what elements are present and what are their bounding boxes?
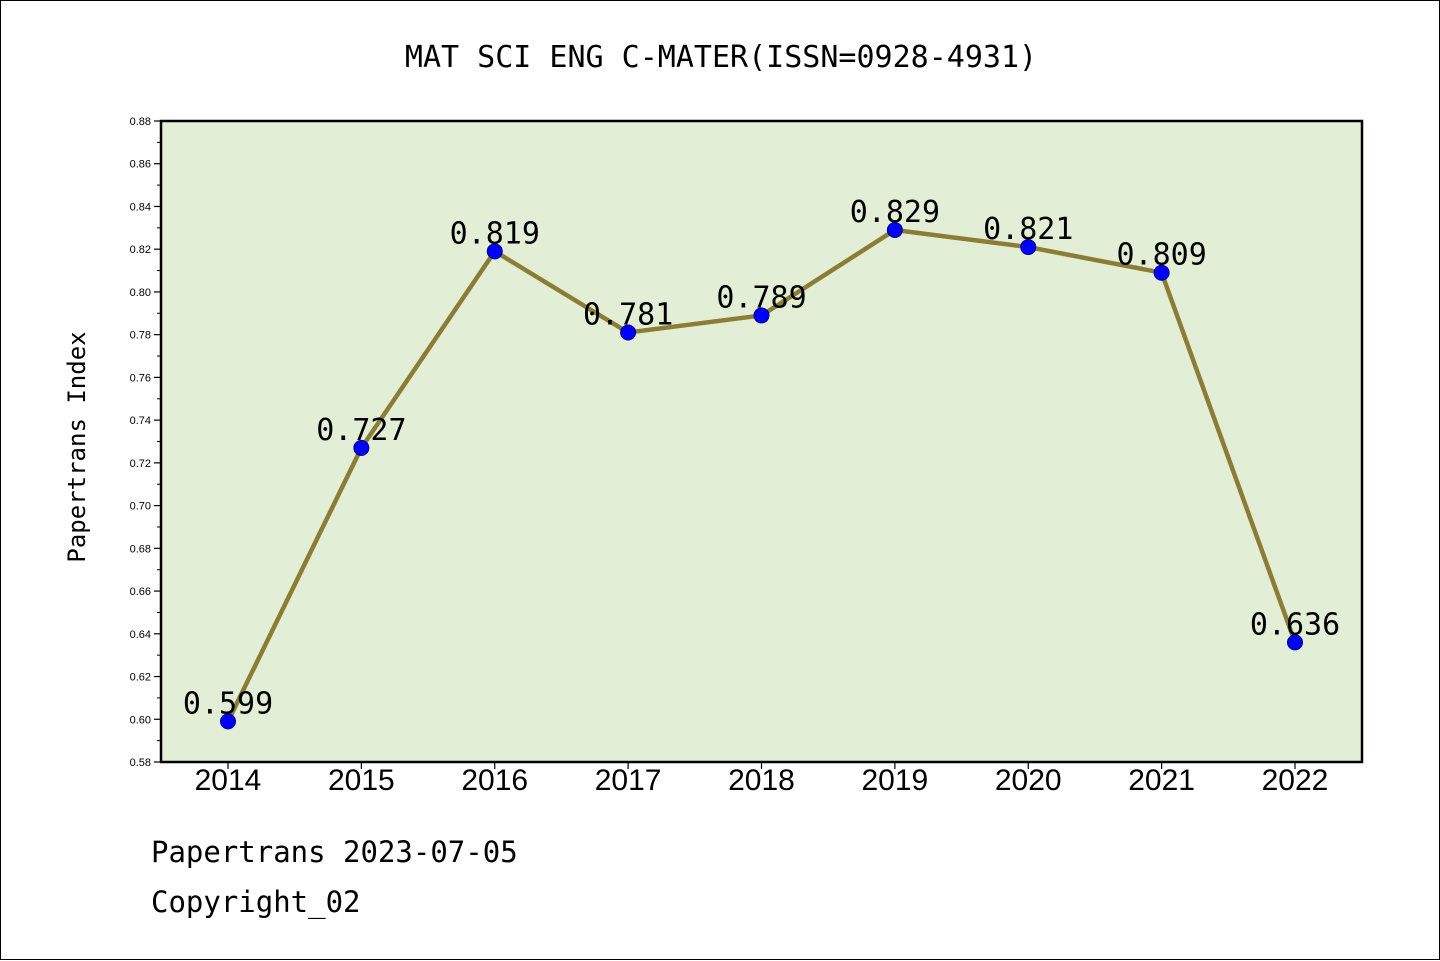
x-axis-ticks: 2014 2015 2016 2017 2018 2019 2020 2021 2022 (195, 762, 1329, 797)
chart-title: MAT SCI ENG C-MATER(ISSN=0928-4931) (405, 40, 1037, 75)
data-label: 0.781 (583, 298, 673, 333)
data-point (1287, 634, 1303, 651)
data-labels: 0.599 0.727 0.819 0.781 0.789 0.829 0.821 0.809… (183, 195, 1340, 721)
footer-copyright: Copyright_02 (151, 885, 361, 919)
y-axis-ticks: 0.58 0.60 0.62 0.64 0.66 0.68 0.70 0.72 0.74 0.76… (130, 116, 161, 769)
y-tick-label: 0.80 (130, 287, 151, 299)
y-tick-label: 0.78 (130, 330, 151, 342)
y-tick-label: 0.64 (130, 629, 151, 641)
x-tick-label: 2019 (862, 764, 929, 797)
y-tick-label: 0.66 (130, 586, 151, 598)
y-tick-label: 0.72 (130, 458, 151, 470)
x-tick-label: 2015 (328, 764, 395, 797)
y-tick-label: 0.60 (130, 714, 151, 726)
data-point (620, 324, 637, 341)
y-tick-label: 0.62 (130, 672, 151, 684)
data-label: 0.599 (183, 686, 273, 721)
footer-date: Papertrans 2023-07-05 (151, 835, 518, 869)
data-point (486, 243, 503, 260)
data-label: 0.809 (1116, 238, 1206, 273)
data-label: 0.821 (983, 212, 1073, 247)
x-tick-label: 2022 (1262, 764, 1329, 797)
x-tick-label: 2014 (195, 764, 262, 797)
y-tick-label: 0.84 (130, 201, 151, 213)
y-tick-label: 0.88 (130, 116, 151, 128)
x-tick-label: 2018 (728, 764, 795, 797)
data-point (753, 307, 770, 324)
y-axis-label: Papertrans Index (63, 331, 91, 562)
y-tick-label: 0.74 (130, 415, 151, 427)
x-tick-label: 2020 (995, 764, 1062, 797)
x-tick-label: 2021 (1128, 764, 1195, 797)
data-label: 0.789 (716, 280, 806, 315)
y-tick-label: 0.86 (130, 159, 151, 171)
data-label: 0.727 (316, 413, 406, 448)
data-point (353, 439, 370, 456)
series-layer (220, 221, 1303, 730)
y-tick-label: 0.82 (130, 244, 151, 256)
data-label: 0.829 (850, 195, 940, 230)
data-point (1020, 239, 1037, 256)
data-point (886, 221, 903, 238)
y-tick-label: 0.58 (130, 757, 151, 769)
x-tick-label: 2017 (595, 764, 662, 797)
y-tick-label: 0.76 (130, 372, 151, 384)
data-label: 0.819 (450, 216, 540, 251)
data-label: 0.636 (1250, 607, 1340, 642)
y-tick-label: 0.68 (130, 543, 151, 555)
x-tick-label: 2016 (461, 764, 528, 797)
y-tick-label: 0.70 (130, 501, 151, 513)
data-point (1153, 264, 1170, 281)
data-point (220, 713, 236, 730)
